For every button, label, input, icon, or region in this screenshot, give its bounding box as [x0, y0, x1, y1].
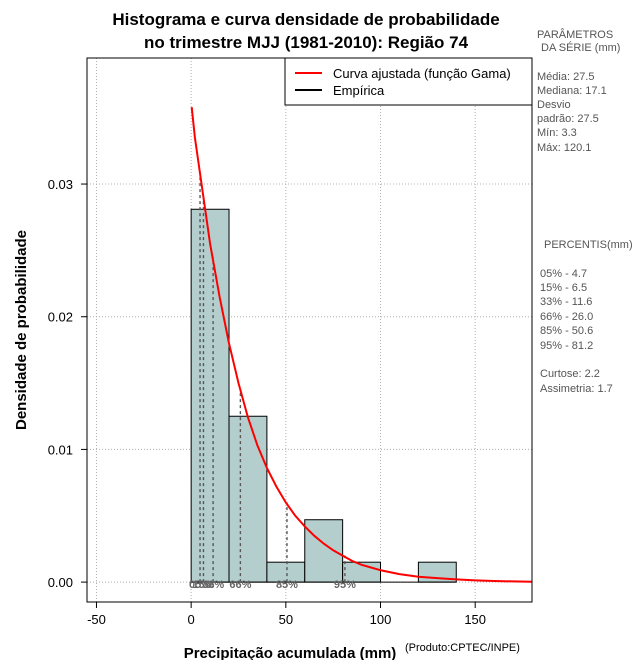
percentile-label-66: 66%: [229, 579, 251, 591]
pct-row-66: 66% - 26.0: [540, 311, 593, 323]
percentile-label-95: 95%: [334, 579, 356, 591]
legend-box: [284, 57, 533, 106]
legend-empirical-label: Empírica: [333, 83, 385, 98]
stat-assimetria: Assimetria: 1.7: [540, 383, 613, 395]
stat-desvio-2: padrão: 27.5: [537, 113, 599, 125]
histogram-bar-3: [304, 519, 344, 583]
x-tick-label-0: -50: [87, 612, 106, 627]
y-tick-label-1: 0.01: [48, 442, 73, 457]
legend-fitted-label: Curva ajustada (função Gama): [333, 66, 511, 81]
pct-row-05: 05% - 4.7: [540, 268, 587, 280]
y-tick-label-2: 0.02: [48, 310, 73, 325]
stat-max: Máx: 120.1: [537, 142, 591, 154]
x-tick-label-1: 0: [188, 612, 195, 627]
y-tick-label-0: 0.00: [48, 575, 73, 590]
y-tick-label-3: 0.03: [48, 177, 73, 192]
fitted-curve-layer: [190, 106, 533, 583]
pct-row-33: 33% - 11.6: [540, 296, 592, 308]
axis-ticks: -50 0 50 100 150 0.00 0.01 0.02 0.03: [48, 177, 486, 627]
histogram-bars: [190, 208, 457, 583]
y-axis-title: Densidade de probabilidade: [13, 230, 30, 430]
params-title-2: DA SÉRIE (mm): [541, 41, 620, 54]
stat-mediana: Mediana: 17.1: [537, 85, 607, 97]
stat-min: Mín: 3.3: [537, 127, 577, 139]
credit-text: (Produto:CPTEC/INPE): [405, 642, 520, 654]
chart-title-line1: Histograma e curva densidade de probabil…: [112, 10, 499, 29]
params-title-1: PARÂMETROS: [537, 28, 613, 41]
percentile-label-33: 33%: [202, 579, 224, 591]
x-tick-label-3: 100: [370, 612, 392, 627]
percentile-label-15: 15%: [192, 579, 214, 591]
x-tick-label-2: 50: [279, 612, 293, 627]
stat-desvio-1: Desvio: [537, 99, 571, 111]
percentis-title: PERCENTIS(mm): [544, 239, 633, 251]
chart-title-line2: no trimestre MJJ (1981-2010): Região 74: [144, 33, 469, 52]
pct-row-95: 95% - 81.2: [540, 340, 593, 352]
histogram-bar-1: [228, 415, 268, 583]
pct-row-85: 85% - 50.6: [540, 325, 593, 337]
percentile-markers: 05%15%33% 66% 85% 95%: [189, 177, 356, 591]
x-axis-title: Precipitação acumulada (mm): [184, 645, 397, 660]
x-tick-label-4: 150: [464, 612, 486, 627]
histogram-bar-0: [190, 208, 230, 583]
legend: Curva ajustada (função Gama) Empírica: [284, 57, 533, 106]
percentile-label-05: 05%: [189, 579, 211, 591]
fitted-curve-line: [190, 106, 533, 583]
pct-row-15: 15% - 6.5: [540, 282, 587, 294]
stat-media: Média: 27.5: [537, 71, 594, 83]
percentile-label-85: 85%: [276, 579, 298, 591]
side-panel: PARÂMETROS DA SÉRIE (mm) Média: 27.5 Med…: [537, 28, 633, 395]
stat-curtose: Curtose: 2.2: [540, 368, 600, 380]
